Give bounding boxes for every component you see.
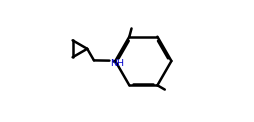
Text: NH: NH [110,59,124,68]
